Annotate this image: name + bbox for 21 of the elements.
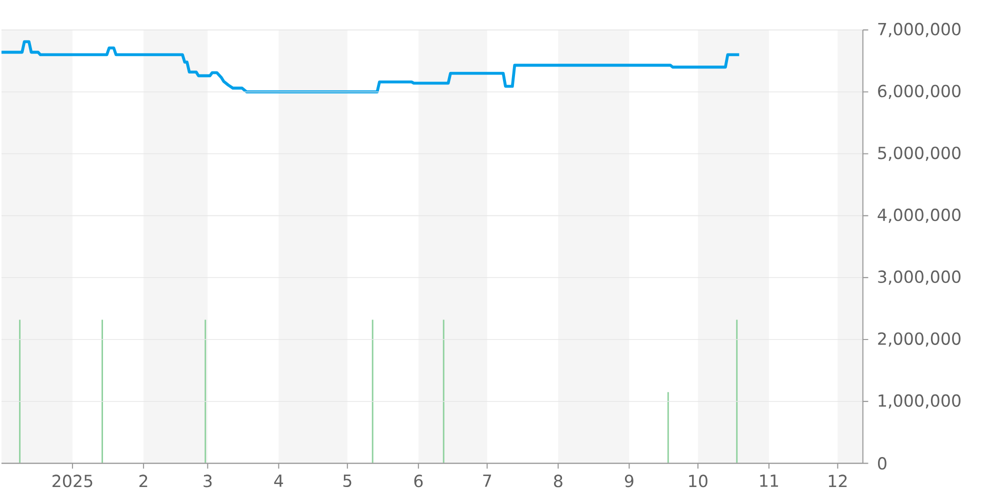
x-tick-label: 4 [274,474,284,487]
y-tick-label: 2,000,000 [878,332,960,347]
line-series [0,40,741,94]
x-tick-label: 10 [689,474,708,488]
y-tick-label: 7,000,000 [878,22,960,37]
x-tick-label: 7 [483,474,492,487]
x-tick-label: 12 [828,474,847,487]
y-tick-label: 6,000,000 [878,84,960,99]
x-tick-label: 3 [204,474,212,488]
x-tick-label: 2025 [52,474,92,488]
x-tick-label: 11 [760,474,778,487]
x-tick-label: 9 [624,474,634,488]
x-tick-label: 5 [343,474,352,487]
y-tick-label: 1,000,000 [878,394,960,408]
y-tick-label: 4,000,000 [878,208,960,223]
y-tick-label: 5,000,000 [878,146,960,161]
x-tick-label: 6 [414,474,423,488]
x-tick-label: 8 [554,474,562,488]
x-tick-label: 2 [139,474,148,487]
y-tick-label: 0 [878,456,886,470]
y-tick-label: 3,000,000 [878,270,960,285]
